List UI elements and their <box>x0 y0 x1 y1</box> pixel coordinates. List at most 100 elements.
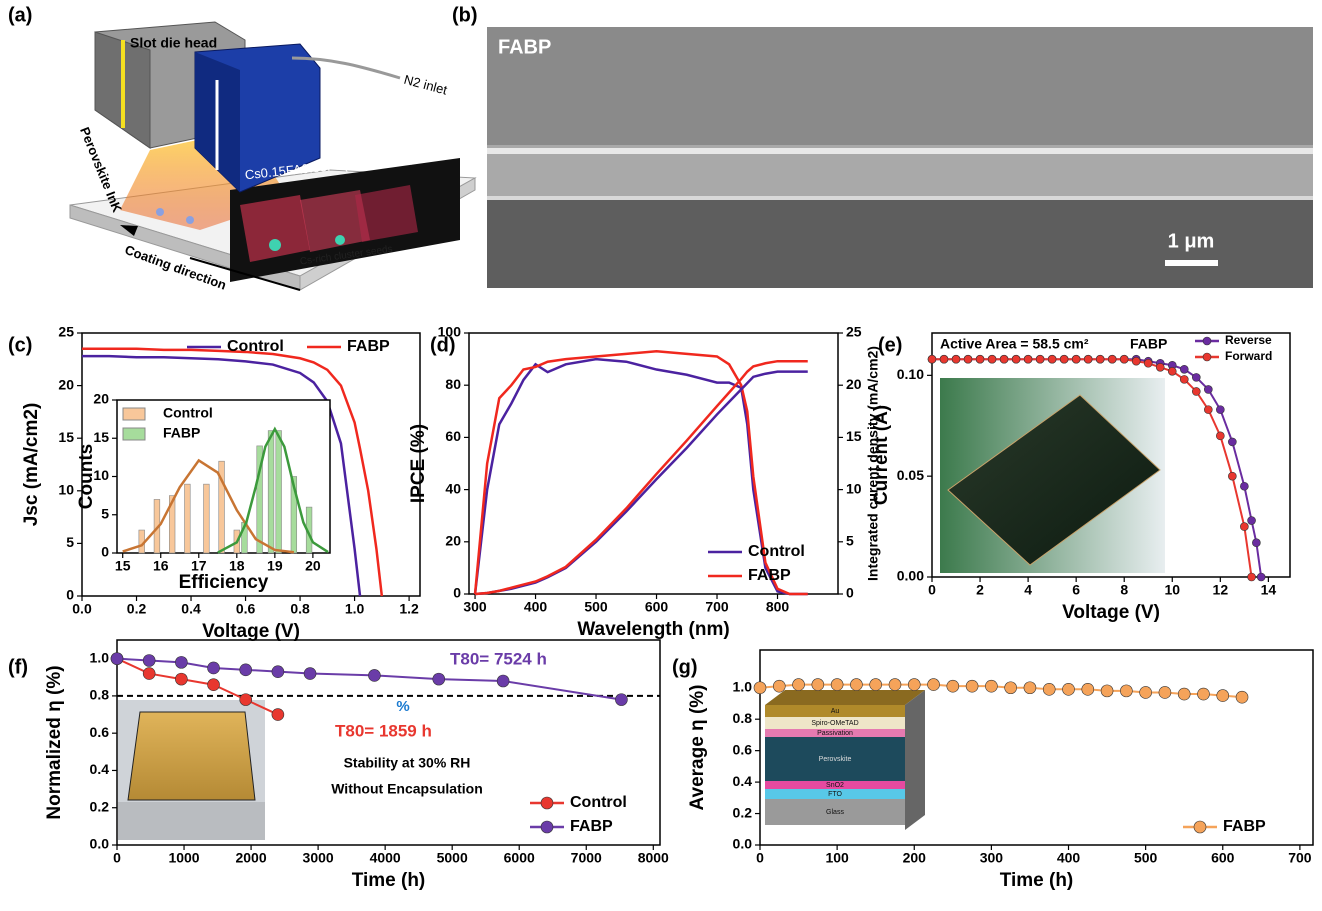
x-tick-label: 0.6 <box>236 601 256 617</box>
y-tick-label: 25 <box>58 324 74 340</box>
marker <box>1240 482 1248 490</box>
marker <box>1192 373 1200 381</box>
x-tick-label: 1.2 <box>399 601 419 617</box>
y-tick-label: 0.6 <box>733 741 753 757</box>
marker <box>1257 573 1265 581</box>
x-tick-label: 0 <box>113 850 121 866</box>
marker <box>1192 387 1200 395</box>
marker <box>889 679 901 691</box>
marker <box>773 680 785 692</box>
marker <box>1000 355 1008 363</box>
marker <box>240 664 252 676</box>
marker <box>1156 363 1164 371</box>
y-tick-label: 60 <box>445 428 461 444</box>
marker <box>1159 686 1171 698</box>
marker <box>615 694 627 706</box>
y-tick-label: 0 <box>453 585 461 601</box>
legend-label: FABP <box>570 818 613 835</box>
x-tick-label: 1.0 <box>345 601 365 617</box>
y-tick-label: 0 <box>101 544 109 560</box>
x-tick-label: 300 <box>463 599 487 615</box>
x-tick-label: 4000 <box>370 850 401 866</box>
marker <box>1240 523 1248 531</box>
marker <box>928 679 940 691</box>
legend-label: Control <box>163 405 213 421</box>
bar <box>185 484 191 553</box>
layer-label: Au <box>831 708 840 715</box>
marker <box>1024 355 1032 363</box>
x-tick-label: 10 <box>1164 582 1180 598</box>
marker <box>1168 367 1176 375</box>
x-tick-label: 20 <box>305 558 321 574</box>
x-tick-label: 6 <box>1072 582 1080 598</box>
x-tick-label: 700 <box>705 599 729 615</box>
y2-tick-label: 20 <box>846 376 862 392</box>
marker <box>1072 355 1080 363</box>
marker <box>1180 365 1188 373</box>
legend-marker <box>541 821 553 833</box>
device-stack <box>765 690 925 705</box>
x-tick-label: 2 <box>976 582 984 598</box>
marker <box>175 673 187 685</box>
x-tick-label: 500 <box>1134 850 1158 866</box>
x-tick-label: 1000 <box>168 850 199 866</box>
x-tick-label: 16 <box>153 558 169 574</box>
x-tick-label: 4 <box>1024 582 1032 598</box>
x-axis-label: Time (h) <box>1000 870 1074 891</box>
legend-label: Control <box>570 794 627 811</box>
x-axis-label: Voltage (V) <box>202 621 300 642</box>
x-tick-label: 600 <box>1211 850 1235 866</box>
bar <box>204 484 210 553</box>
y-tick-label: 1.0 <box>90 649 110 665</box>
annotation: % <box>396 698 409 715</box>
x-tick-label: 600 <box>645 599 669 615</box>
y-axis-label: Jsc (mA/cm2) <box>21 403 42 527</box>
marker <box>1204 406 1212 414</box>
marker <box>1101 685 1113 697</box>
y2-tick-label: 10 <box>846 480 862 496</box>
marker <box>831 679 843 691</box>
marker <box>272 709 284 721</box>
schematic: Slot die head N2 inlet Perovskite InK Cs… <box>70 22 475 293</box>
marker <box>947 680 959 692</box>
marker <box>1228 472 1236 480</box>
marker <box>1252 539 1260 547</box>
marker <box>1063 683 1075 695</box>
x-tick-label: 8000 <box>638 850 669 866</box>
legend-label: Control <box>748 543 805 560</box>
y-tick-label: 0.8 <box>90 687 110 703</box>
y-axis-label: Normalized η (%) <box>44 665 65 819</box>
marker <box>988 355 996 363</box>
marker <box>870 679 882 691</box>
panel-label: (e) <box>878 334 902 356</box>
legend-marker <box>1194 821 1206 833</box>
legend-label: FABP <box>1223 818 1266 835</box>
y-tick-label: 0.4 <box>90 761 110 777</box>
annotation: T80= 1859 h <box>335 721 432 740</box>
legend-marker <box>1203 353 1211 361</box>
layer-label: FTO <box>828 791 842 798</box>
legend-label: Forward <box>1225 349 1272 363</box>
marker <box>1144 359 1152 367</box>
y-tick-label: 20 <box>58 376 74 392</box>
bar <box>276 431 282 553</box>
x-tick-label: 100 <box>825 850 849 866</box>
annotation: Active Area = 58.5 cm² <box>940 336 1089 352</box>
legend-marker <box>1203 337 1211 345</box>
legend-swatch <box>123 408 145 420</box>
marker <box>1217 690 1229 702</box>
y-tick-label: 0.0 <box>733 836 753 852</box>
panel-label: (g) <box>672 656 698 678</box>
y-tick-label: 5 <box>66 534 74 550</box>
x-tick-label: 8 <box>1120 582 1128 598</box>
x-tick-label: 12 <box>1213 582 1229 598</box>
layer-label: SnO2 <box>826 782 844 789</box>
marker <box>240 694 252 706</box>
layer-label: Spiro-OMeTAD <box>811 720 858 727</box>
marker <box>304 668 316 680</box>
marker <box>272 666 284 678</box>
photo-f <box>118 700 265 840</box>
y-axis-label: Current (A) <box>871 405 892 505</box>
y2-tick-label: 0 <box>846 585 854 601</box>
marker <box>1005 682 1017 694</box>
